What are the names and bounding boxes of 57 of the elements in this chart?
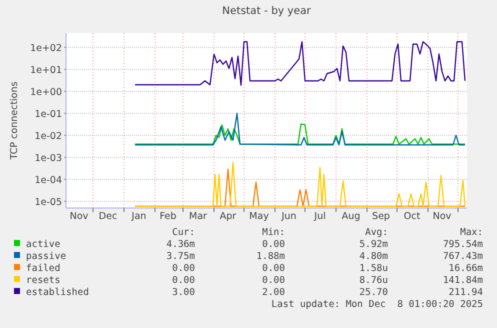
text: Avg: [365, 227, 388, 238]
y-tick-label: 1e+01 [30, 64, 62, 76]
text: 3.00 [172, 287, 196, 298]
y-tick-label: 1e-03 [34, 152, 62, 164]
text: 4.80m [359, 251, 388, 262]
text: 8.76u [359, 275, 388, 286]
x-tick-label: Jan [130, 211, 146, 222]
x-tick-label: Oct [404, 211, 420, 222]
x-tick-label: Sep [372, 211, 390, 222]
line-series [134, 162, 466, 207]
y-tick-label: 1e+02 [30, 42, 62, 54]
text: 3.75m [166, 251, 196, 262]
y-tick-label: 1e-04 [34, 174, 62, 186]
text: 2.00 [262, 287, 286, 298]
line-series [134, 41, 466, 86]
x-tick-label: Jul [313, 211, 326, 222]
text: Last update: Mon Dec 8 01:00:20 2025 [271, 299, 483, 310]
y-axis-title: TCP connections [9, 81, 20, 160]
text: 4.36m [166, 239, 196, 250]
y-tick-label: 1e-02 [34, 130, 62, 142]
x-tick-label: Nov [70, 211, 89, 222]
x-tick-label: Jun [280, 211, 296, 222]
text: Min: [262, 227, 285, 238]
text: 141.84m [442, 275, 484, 286]
line-series [134, 123, 466, 145]
x-tick-label: Dec [98, 211, 118, 222]
text: 211.94 [448, 287, 484, 298]
chart-title: Netstat - by year [222, 5, 312, 17]
text: 0.00 [172, 263, 196, 274]
text: 0.00 [262, 263, 286, 274]
legend-label: failed [26, 263, 60, 274]
legend-label: established [26, 287, 89, 298]
legend-label: active [26, 239, 61, 250]
x-tick-label: Nov [432, 211, 452, 222]
y-tick-label: 1e-05 [34, 196, 62, 208]
x-tick-label: May [249, 211, 270, 222]
text: 0.00 [172, 275, 196, 286]
x-tick-label: Feb [160, 211, 176, 222]
text: Cur: [172, 227, 195, 238]
legend-label: resets [26, 275, 60, 286]
y-tick-label: 1e+00 [30, 86, 62, 98]
text: 767.43m [442, 251, 484, 262]
text: 16.66m [448, 263, 484, 274]
x-tick-label: Mar [189, 211, 208, 222]
text: 795.54m [442, 239, 484, 250]
legend-label: passive [26, 251, 66, 262]
text: Max: [460, 227, 483, 238]
text: 0.00 [262, 275, 286, 286]
text: 5.92m [359, 239, 388, 250]
x-tick-label: Apr [220, 211, 236, 222]
line-series [134, 112, 466, 146]
text: 1.58u [359, 263, 388, 274]
text: 25.70 [359, 287, 388, 298]
text: 1.88m [256, 251, 286, 262]
text: 0.00 [262, 239, 286, 250]
x-tick-label: Aug [342, 211, 360, 222]
y-tick-label: 1e-01 [34, 108, 62, 120]
